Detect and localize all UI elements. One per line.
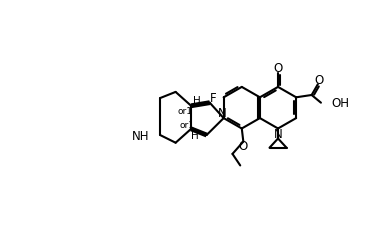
Text: or1: or1 xyxy=(177,106,193,116)
Text: N: N xyxy=(218,107,226,120)
Text: O: O xyxy=(239,139,248,152)
Text: NH: NH xyxy=(132,129,149,142)
Text: OH: OH xyxy=(331,97,349,110)
Text: O: O xyxy=(315,74,324,87)
Text: O: O xyxy=(273,62,283,75)
Text: F: F xyxy=(210,91,217,104)
Text: H: H xyxy=(191,131,199,140)
Text: H: H xyxy=(193,95,201,105)
Text: or1: or1 xyxy=(180,120,195,129)
Text: N: N xyxy=(273,127,282,140)
